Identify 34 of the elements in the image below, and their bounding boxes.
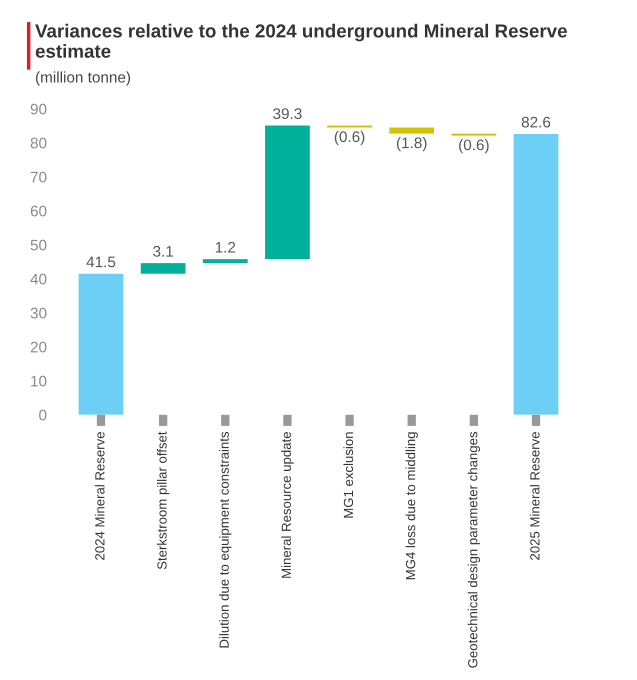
x-tick-label: Geotechnical design parameter changes	[468, 432, 480, 668]
y-tick-label: 90	[30, 104, 46, 114]
chart-title: Variances relative to the 2024 underground Mineral Reserve estimate	[35, 24, 567, 58]
y-tick-label: 60	[30, 206, 46, 216]
data-label: 82.6	[522, 116, 550, 128]
y-tick-label: 80	[30, 138, 46, 148]
bar	[78, 274, 124, 415]
x-tick-label: Dilution due to equipment constraints	[219, 432, 232, 648]
data-label: (0.6)	[459, 139, 489, 154]
data-label: 41.5	[86, 256, 116, 268]
x-tick-label: MG1 exclusion	[343, 432, 354, 518]
data-label: (0.6)	[334, 130, 364, 146]
bar	[389, 128, 434, 134]
x-tick-label: Mineral Resource update	[281, 432, 294, 578]
data-label: 39.3	[273, 108, 302, 120]
y-tick-label: 20	[30, 342, 46, 352]
data-label: (1.8)	[396, 137, 426, 152]
data-label: 3.1	[153, 246, 174, 257]
x-tick-label: Sterkstroom pillar offset	[156, 432, 170, 570]
bar	[265, 125, 310, 260]
x-tick-label: 2025 Mineral Reserve	[530, 432, 540, 560]
x-tick-label: MG4 loss due to middling	[406, 432, 418, 580]
bar	[140, 263, 186, 274]
x-tick-label: 2024 Mineral Reserve	[94, 432, 105, 560]
y-tick-label: 40	[30, 274, 46, 284]
chart-subtitle: (million tonne)	[36, 71, 130, 86]
y-tick-label: 0	[39, 410, 46, 420]
data-label: 1.2	[216, 242, 236, 253]
y-tick-label: 30	[30, 308, 46, 318]
y-tick-label: 50	[30, 240, 46, 250]
y-tick-label: 10	[31, 376, 46, 386]
bar	[514, 134, 558, 415]
bar	[202, 259, 248, 264]
y-tick-label: 70	[30, 172, 46, 182]
